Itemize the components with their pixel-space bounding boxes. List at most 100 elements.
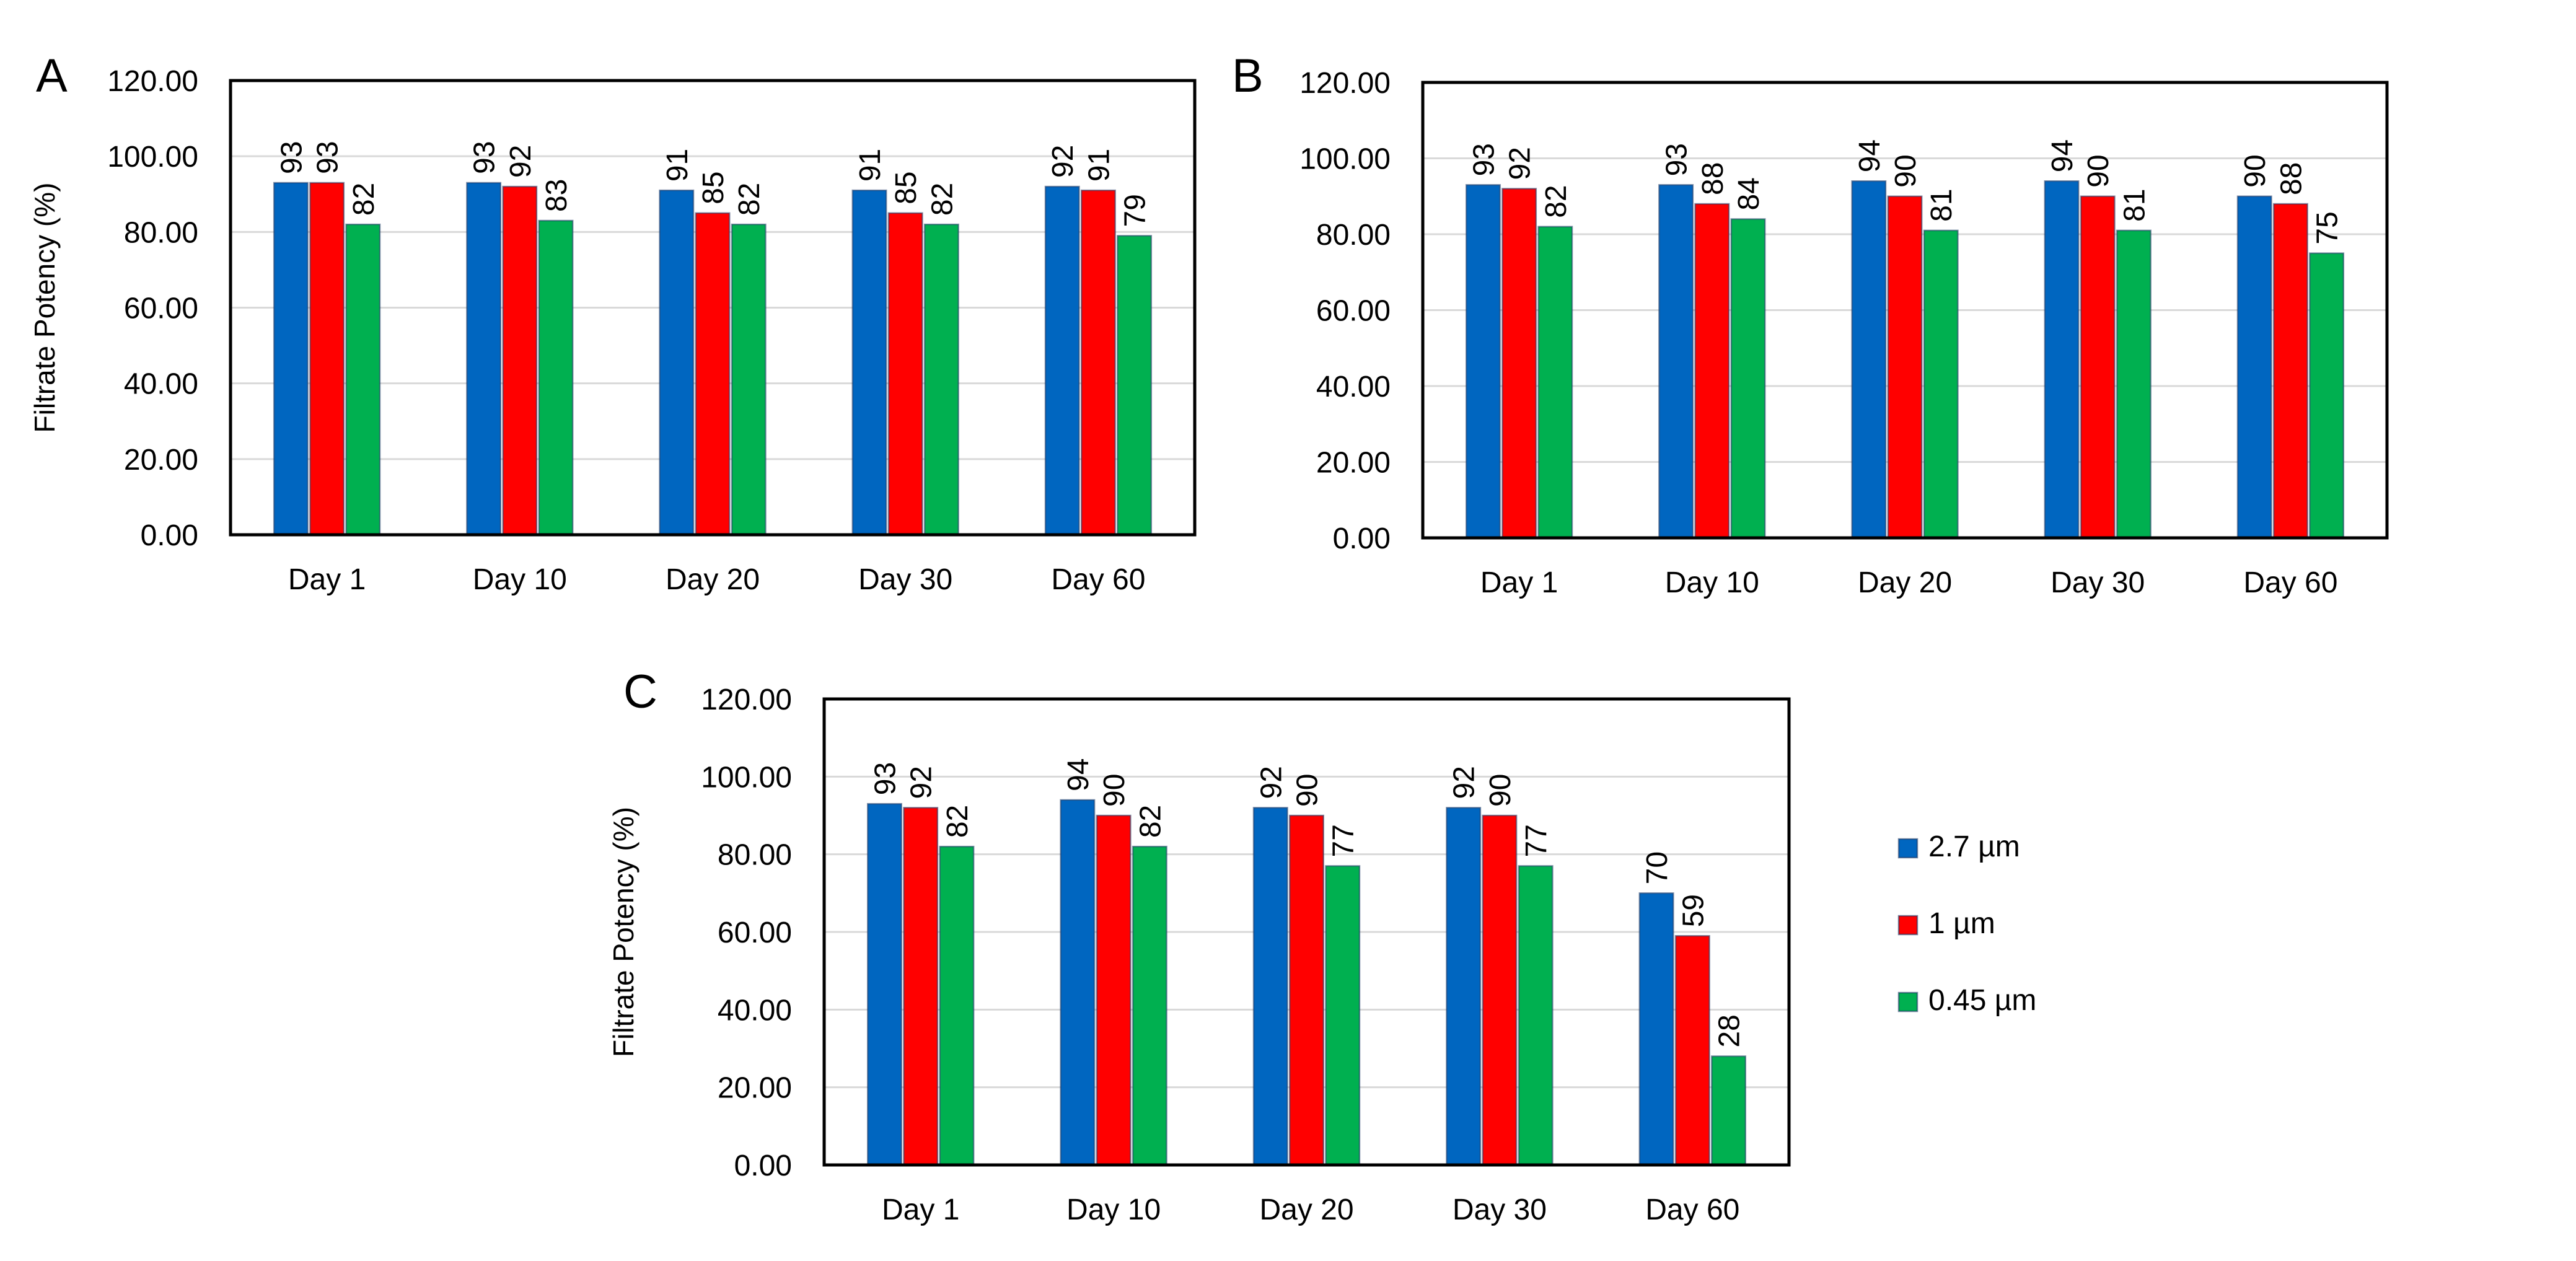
data-label: 93 bbox=[312, 141, 345, 174]
bar bbox=[1694, 203, 1730, 539]
chart-panel-a: A 0.00 20.00 40.00 60.00 80.00 100.00 120.00 Fil… bbox=[29, 50, 1197, 596]
data-label: 93 bbox=[275, 141, 308, 174]
data-label: 85 bbox=[697, 171, 730, 204]
bar bbox=[2044, 180, 2080, 539]
x-tick-label: Day 10 bbox=[1665, 566, 1759, 599]
y-tick-label: 0.00 bbox=[734, 1149, 792, 1182]
x-tick-label: Day 1 bbox=[1480, 566, 1558, 599]
bar bbox=[2080, 195, 2116, 539]
chart-panel-c: C 0.00 20.00 40.00 60.00 80.00 100.00 120.00 Fil… bbox=[607, 666, 1791, 1226]
x-tick-label: Day 60 bbox=[1645, 1193, 1739, 1226]
bar bbox=[1325, 865, 1361, 1166]
y-axis-label: Filtrate Potency (%) bbox=[607, 807, 640, 1057]
bar bbox=[1887, 195, 1923, 539]
data-label: 82 bbox=[1540, 185, 1573, 217]
bar bbox=[866, 802, 902, 1166]
data-label: 90 bbox=[2239, 154, 2272, 187]
legend-label: 0.45 µm bbox=[1928, 984, 2036, 1017]
data-label: 88 bbox=[1697, 162, 1730, 195]
bar bbox=[1851, 180, 1887, 539]
data-label: 81 bbox=[1925, 188, 1958, 221]
data-label: 92 bbox=[1504, 147, 1537, 180]
x-tick-label: Day 30 bbox=[2051, 566, 2145, 599]
y-tick-label: 100.00 bbox=[1299, 143, 1391, 176]
panel-letter: B bbox=[1232, 50, 1264, 102]
data-label: 59 bbox=[1677, 894, 1710, 927]
bar bbox=[1446, 807, 1482, 1166]
bar bbox=[1674, 935, 1710, 1166]
bar bbox=[1730, 218, 1766, 539]
y-tick-label: 40.00 bbox=[1316, 371, 1391, 403]
data-label: 92 bbox=[504, 145, 537, 178]
data-label: 92 bbox=[1255, 766, 1288, 799]
y-tick-label: 80.00 bbox=[1316, 219, 1391, 252]
y-tick-label: 0.00 bbox=[141, 519, 198, 552]
plot-frame bbox=[822, 697, 1791, 1167]
y-tick-label: 40.00 bbox=[124, 368, 198, 401]
bar bbox=[923, 223, 959, 536]
bar bbox=[1117, 235, 1153, 536]
y-tick-label: 100.00 bbox=[701, 761, 792, 794]
data-label: 90 bbox=[2082, 154, 2115, 187]
bar bbox=[345, 223, 381, 536]
data-label: 79 bbox=[1119, 194, 1152, 227]
bar bbox=[1923, 229, 1959, 539]
panel-letter: C bbox=[623, 666, 657, 718]
data-label: 84 bbox=[1733, 177, 1765, 210]
data-label: 77 bbox=[1327, 824, 1360, 857]
legend: 2.7 µm 1 µm 0.45 µm bbox=[1897, 830, 2036, 1017]
legend-swatch bbox=[1897, 991, 1919, 1013]
x-tick-label: Day 1 bbox=[882, 1193, 959, 1226]
data-label: 82 bbox=[348, 183, 380, 216]
legend-swatch bbox=[1897, 915, 1919, 936]
x-tick-label: Day 10 bbox=[1066, 1193, 1161, 1226]
bar bbox=[939, 845, 975, 1166]
bar bbox=[273, 182, 309, 536]
x-tick-label: Day 10 bbox=[473, 563, 567, 596]
data-label: 75 bbox=[2311, 211, 2344, 244]
x-tick-label: Day 20 bbox=[1259, 1193, 1353, 1226]
data-label: 82 bbox=[1134, 805, 1167, 838]
bar bbox=[695, 212, 731, 536]
bar bbox=[1080, 189, 1116, 536]
legend-label: 1 µm bbox=[1928, 907, 1995, 940]
data-label: 94 bbox=[2046, 139, 2079, 172]
data-label: 77 bbox=[1520, 824, 1553, 857]
y-tick-label: 100.00 bbox=[107, 141, 198, 174]
bar bbox=[309, 182, 345, 536]
bar bbox=[1501, 188, 1537, 539]
data-label: 88 bbox=[2275, 162, 2308, 195]
bar bbox=[2116, 229, 2152, 539]
bar bbox=[731, 223, 767, 536]
data-label: 93 bbox=[1467, 143, 1500, 176]
data-label: 93 bbox=[869, 762, 902, 795]
x-tick-label: Day 20 bbox=[1858, 566, 1952, 599]
bar bbox=[1060, 799, 1096, 1166]
y-tick-label: 120.00 bbox=[107, 65, 198, 98]
bar bbox=[1711, 1055, 1747, 1166]
plot-frame bbox=[229, 79, 1197, 537]
data-label: 94 bbox=[1062, 758, 1095, 791]
bar bbox=[1289, 814, 1324, 1166]
bar bbox=[887, 212, 923, 536]
data-label: 82 bbox=[926, 183, 959, 216]
data-label: 85 bbox=[890, 171, 923, 204]
bar bbox=[1252, 807, 1288, 1166]
panel-letter: A bbox=[36, 50, 68, 102]
y-tick-label: 20.00 bbox=[718, 1072, 792, 1105]
y-tick-label: 20.00 bbox=[124, 444, 198, 477]
x-tick-label: Day 1 bbox=[288, 563, 366, 596]
data-label: 90 bbox=[1291, 774, 1324, 807]
data-label: 81 bbox=[2118, 188, 2151, 221]
bar bbox=[1518, 865, 1554, 1166]
data-label: 91 bbox=[854, 149, 887, 182]
y-tick-label: 60.00 bbox=[1316, 295, 1391, 328]
data-label: 28 bbox=[1713, 1014, 1746, 1047]
bar bbox=[1132, 845, 1167, 1166]
data-label: 93 bbox=[1661, 143, 1694, 176]
data-label: 92 bbox=[1047, 145, 1079, 178]
legend-swatch bbox=[1897, 838, 1919, 859]
y-tick-label: 120.00 bbox=[1299, 67, 1391, 100]
x-tick-label: Day 30 bbox=[1453, 1193, 1547, 1226]
